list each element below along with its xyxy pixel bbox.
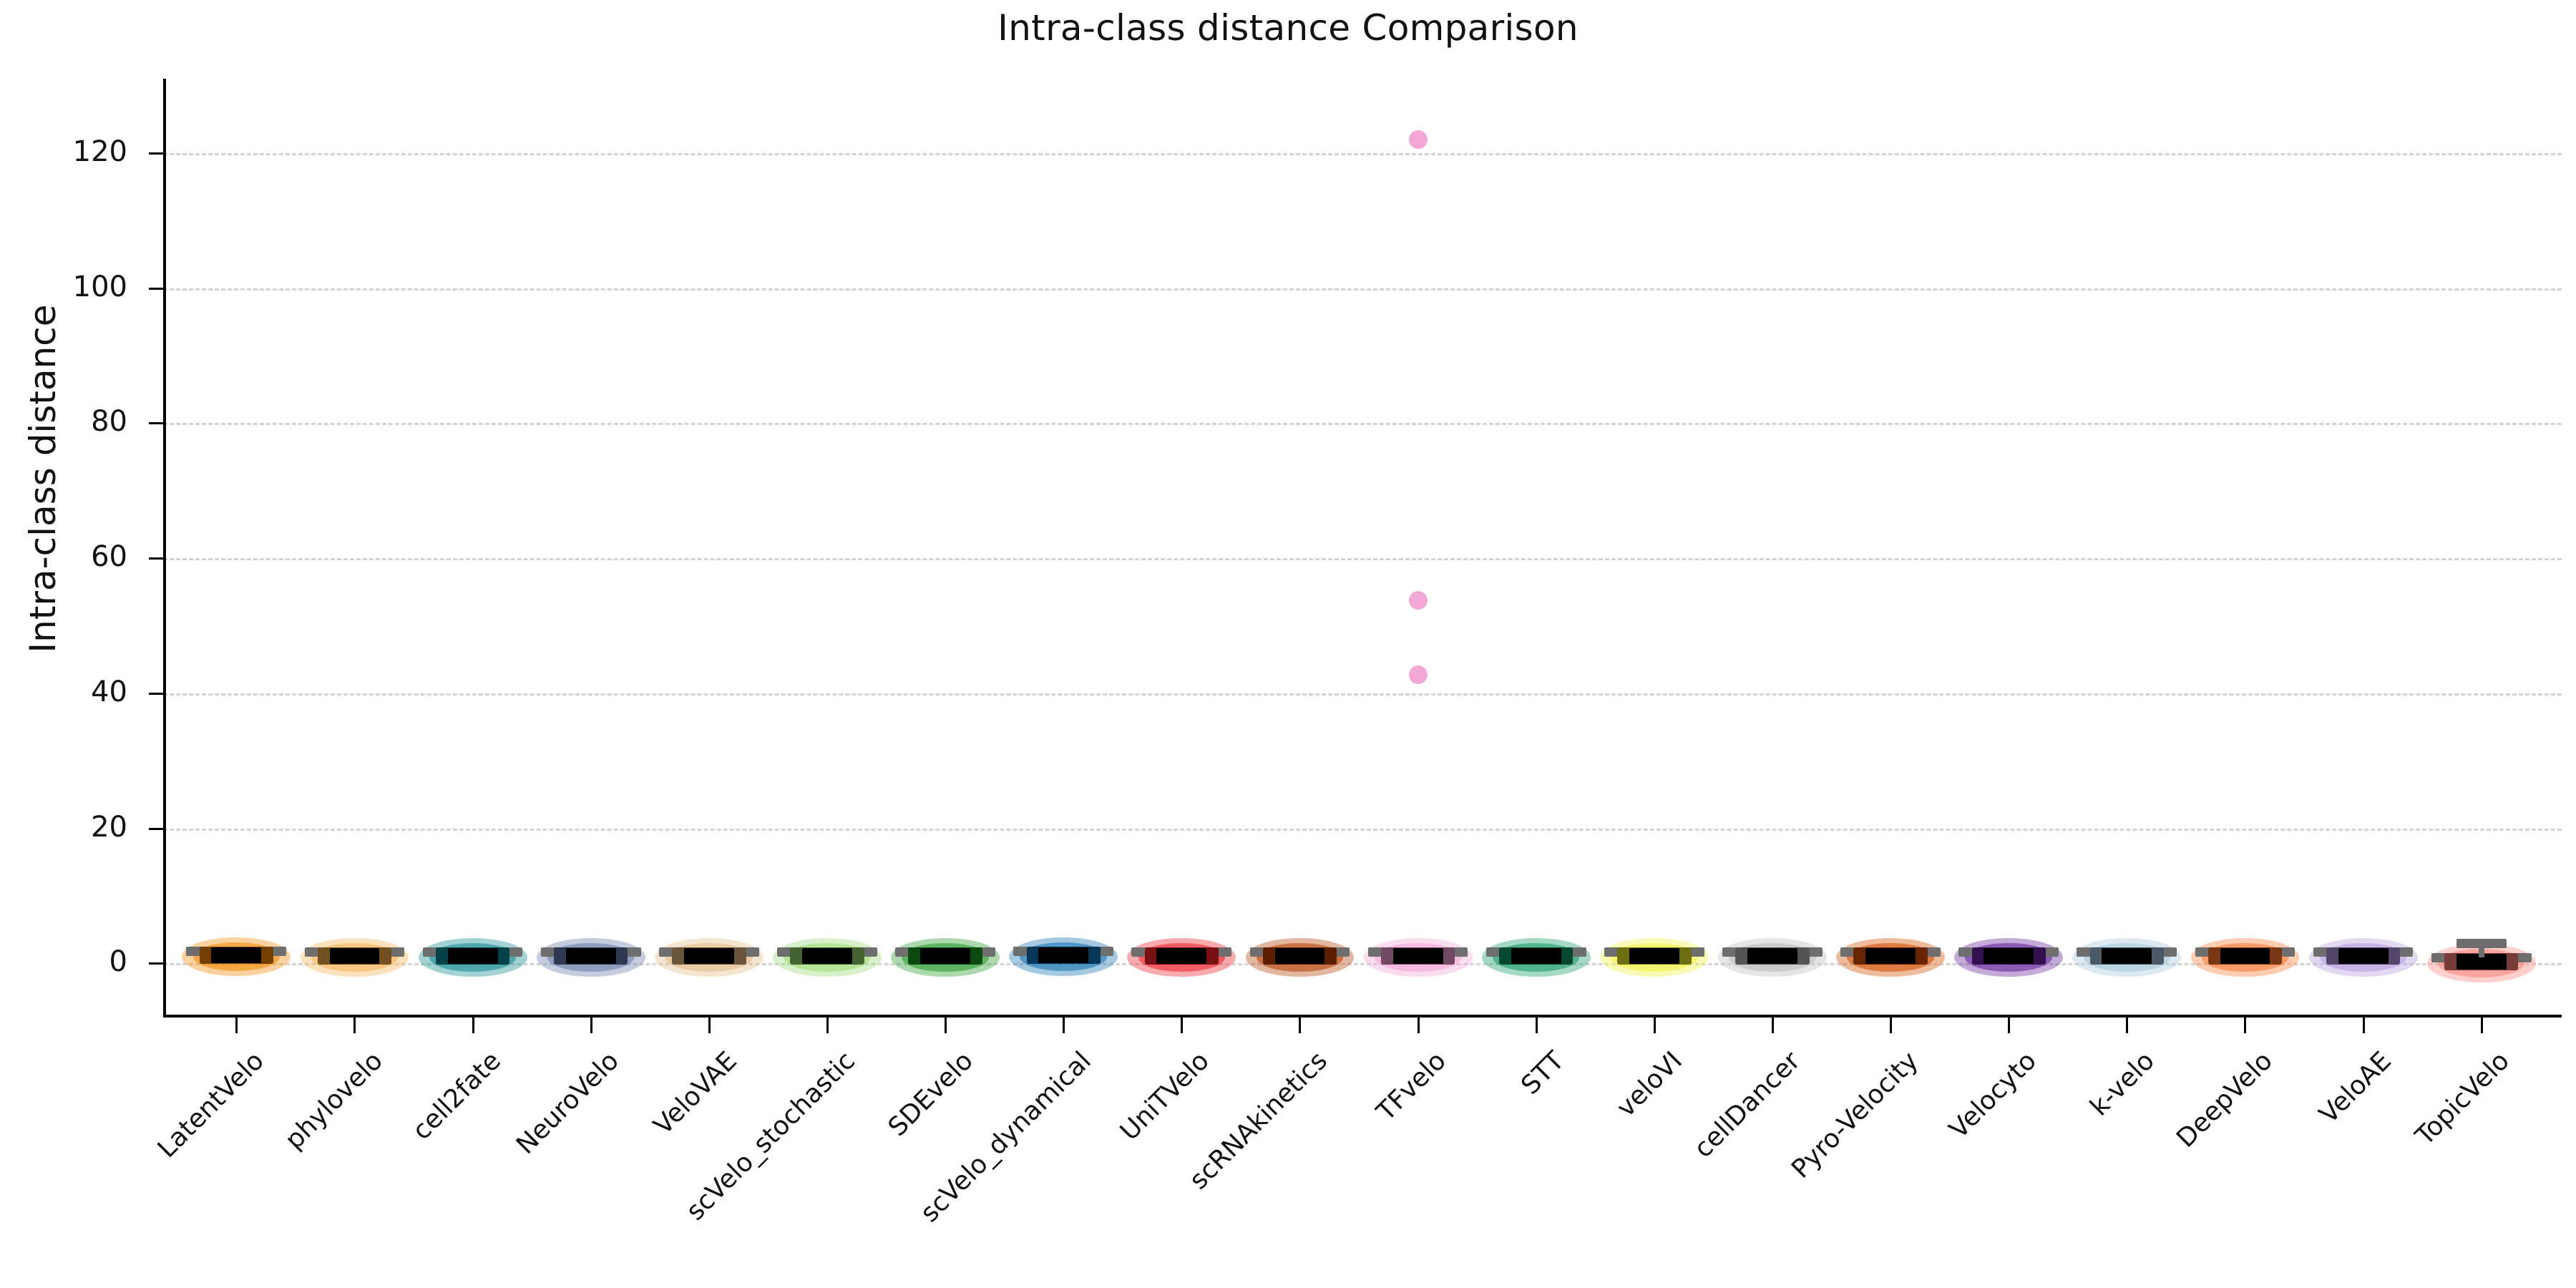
y-tick-label: 60: [91, 540, 127, 574]
median-bar: [1274, 947, 1325, 964]
gridline: [163, 828, 2562, 831]
median-bar: [2338, 947, 2389, 964]
x-tick-mark: [1181, 1018, 1184, 1033]
outlier-point: [1408, 590, 1428, 610]
outlier-point: [1408, 665, 1428, 684]
x-tick-label: k-velo: [2084, 1046, 2161, 1122]
x-tick-mark: [1063, 1018, 1065, 1033]
x-tick-label: LatentVelo: [152, 1046, 270, 1164]
median-bar: [329, 947, 380, 964]
x-tick-label: DeepVelo: [2171, 1046, 2279, 1153]
x-tick-label: SDEvelo: [882, 1046, 980, 1143]
y-tick-mark: [149, 827, 163, 830]
x-tick-mark: [945, 1018, 947, 1033]
y-tick-mark: [149, 422, 163, 425]
gridline: [163, 288, 2562, 291]
x-axis-spine: [163, 1015, 2562, 1018]
median-bar: [447, 947, 498, 964]
x-tick-mark: [708, 1018, 711, 1033]
x-tick-mark: [472, 1018, 474, 1033]
outlier-point: [1408, 130, 1428, 149]
x-tick-label: VeloVAE: [648, 1046, 743, 1141]
x-tick-mark: [2244, 1018, 2247, 1033]
y-tick-mark: [149, 692, 163, 695]
plot-area: 0 20 40 60 80 100 120 LatentVelo phylovelo cell2…: [73, 79, 2562, 1228]
x-tick-mark: [2008, 1018, 2011, 1033]
x-tick-label: cell2fate: [406, 1046, 507, 1146]
x-tick-mark: [235, 1018, 238, 1033]
median-bar: [211, 947, 262, 964]
x-tick-mark: [1417, 1018, 1420, 1033]
median-bar: [2220, 948, 2270, 965]
median-bar: [1156, 948, 1207, 965]
gridline: [163, 423, 2562, 426]
x-tick-mark: [1771, 1018, 1774, 1033]
x-tick-mark: [826, 1018, 829, 1033]
x-tick-label: Velocyto: [1943, 1046, 2043, 1145]
median-bar: [920, 947, 971, 964]
x-tick-label: TopicVelo: [2409, 1046, 2515, 1151]
x-tick-label: TFvelo: [1371, 1046, 1452, 1127]
median-bar: [1511, 947, 1561, 964]
x-tick-mark: [2362, 1018, 2365, 1033]
y-tick-mark: [149, 962, 163, 965]
median-bar: [1984, 947, 2034, 964]
x-tick-mark: [353, 1018, 356, 1033]
y-tick-label: 80: [91, 405, 127, 439]
x-tick-label: Pyro-Velocity: [1786, 1046, 1925, 1184]
gridline: [163, 152, 2562, 155]
x-tick-mark: [590, 1018, 592, 1033]
x-tick-mark: [1890, 1018, 1893, 1033]
median-bar: [2102, 947, 2152, 964]
y-axis-spine: [163, 79, 166, 1018]
x-tick-label: scVelo_stochastic: [680, 1046, 861, 1226]
median-bar: [1038, 947, 1089, 964]
median-bar: [1747, 947, 1797, 964]
page-title: Intra-class distance Comparison: [997, 7, 1579, 49]
x-tick-label: cellDancer: [1688, 1046, 1806, 1164]
x-tick-mark: [1653, 1018, 1656, 1033]
median-bar: [683, 948, 734, 965]
y-tick-label: 40: [91, 675, 127, 708]
median-bar: [565, 947, 616, 964]
median-bar: [1629, 947, 1679, 964]
x-tick-mark: [1299, 1018, 1302, 1033]
median-bar: [1865, 947, 1916, 964]
median-bar: [1392, 948, 1443, 965]
y-tick-label: 120: [72, 135, 127, 168]
gridline: [163, 693, 2562, 696]
y-tick-mark: [149, 152, 163, 155]
x-tick-label: scVelo_dynamical: [915, 1046, 1098, 1229]
x-tick-label: veloVI: [1611, 1046, 1688, 1123]
gridline: [163, 963, 2562, 966]
x-tick-label: NeuroVelo: [510, 1046, 625, 1161]
x-tick-mark: [2126, 1018, 2129, 1033]
x-tick-label: STT: [1515, 1046, 1570, 1101]
x-tick-label: scRNAkinetics: [1184, 1046, 1334, 1196]
x-tick-label: UniTVelo: [1115, 1046, 1216, 1147]
x-tick-mark: [2480, 1018, 2483, 1033]
y-tick-label: 0: [109, 945, 127, 979]
x-tick-label: phylovelo: [279, 1046, 389, 1156]
y-tick-label: 100: [72, 270, 127, 303]
gridline: [163, 558, 2562, 561]
y-tick-mark: [149, 287, 163, 290]
x-tick-label: VeloAE: [2313, 1046, 2397, 1130]
y-tick-label: 20: [91, 810, 127, 844]
y-tick-mark: [149, 557, 163, 560]
x-tick-mark: [1535, 1018, 1538, 1033]
median-stem: [2478, 941, 2484, 957]
median-bar: [802, 947, 852, 964]
median-bar: [2456, 953, 2507, 970]
